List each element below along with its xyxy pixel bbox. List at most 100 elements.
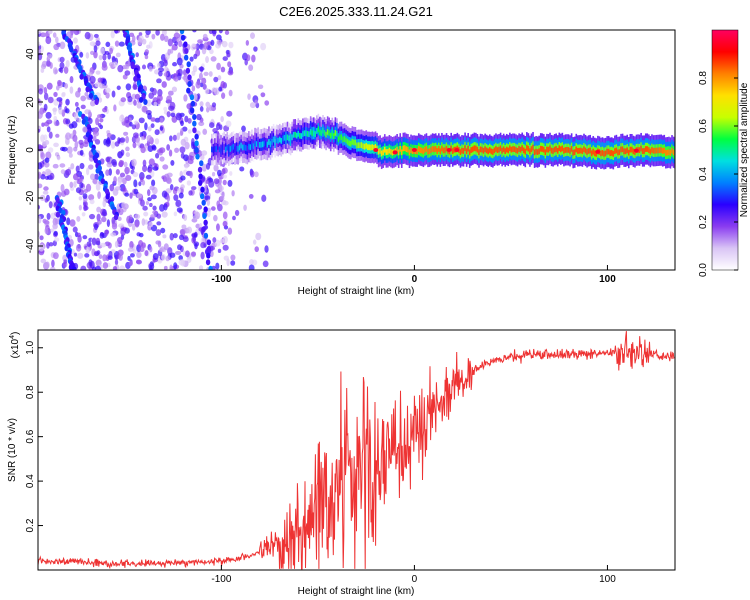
ridge-cell xyxy=(232,143,235,150)
heatmap-cell xyxy=(221,168,226,175)
ridge-cell xyxy=(312,130,315,136)
heatmap-streak-cell xyxy=(195,153,200,160)
heatmap-cell xyxy=(130,253,135,258)
heatmap-cell xyxy=(55,85,60,91)
heatmap-streak-cell xyxy=(105,193,110,200)
heatmap-cell xyxy=(110,232,117,237)
heatmap-cell xyxy=(163,203,168,211)
heatmap-cell xyxy=(204,88,210,95)
ridge-cell xyxy=(288,135,290,142)
heatmap-cell xyxy=(43,121,50,127)
heatmap-cell xyxy=(60,184,65,193)
heatmap-cell xyxy=(243,204,247,211)
heatmap-cell xyxy=(38,230,41,238)
ridge-cell xyxy=(660,147,663,153)
ridge-cell xyxy=(609,150,612,157)
heatmap-cell xyxy=(52,223,58,230)
heatmap-cell xyxy=(220,115,224,123)
ridge-cell xyxy=(490,148,493,155)
heatmap-cell xyxy=(75,90,81,98)
ridge-cell xyxy=(346,139,349,145)
heatmap-cell xyxy=(191,85,196,92)
heatmap-cell xyxy=(186,180,192,186)
heatmap-cell xyxy=(125,146,130,152)
heatmap-cell xyxy=(40,68,45,74)
heatmap-cell xyxy=(231,190,235,197)
heatmap-cell xyxy=(142,164,148,173)
heatmap-cell xyxy=(81,212,86,217)
heatmap-cell xyxy=(96,213,101,222)
ridge-cell xyxy=(476,146,479,153)
heatmap-cell xyxy=(202,33,208,40)
top-y-tick-label: -20 xyxy=(25,190,36,205)
heatmap-cell xyxy=(216,223,220,232)
heatmap-cell xyxy=(213,87,220,96)
ridge-cell xyxy=(377,148,380,155)
heatmap-cell xyxy=(260,92,266,98)
heatmap-cell xyxy=(241,125,246,133)
ridge-cell xyxy=(604,150,607,157)
heatmap-cell xyxy=(125,152,131,158)
ridge-cell xyxy=(573,149,576,156)
heatmap-scatter xyxy=(38,23,270,270)
heatmap-cell xyxy=(102,107,108,113)
ridge-cell xyxy=(527,145,530,152)
heatmap-streak-cell xyxy=(194,147,199,153)
heatmap-cell xyxy=(53,142,59,148)
ridge-cell xyxy=(427,148,429,155)
top-y-ticks: -40 -20 0 20 40 xyxy=(25,48,43,253)
heatmap-cell xyxy=(196,113,202,121)
heatmap-cell xyxy=(229,171,233,176)
heatmap-cell xyxy=(137,37,143,46)
ridge-cell xyxy=(362,143,364,150)
heatmap-cell xyxy=(224,30,230,35)
heatmap-cell xyxy=(65,118,71,125)
heatmap-cell xyxy=(154,138,160,145)
heatmap-streak-cell xyxy=(179,30,185,35)
ridge-cell xyxy=(292,131,295,138)
ridge-cell xyxy=(583,146,585,153)
ridge-cell xyxy=(223,144,225,150)
heatmap-streak-cell xyxy=(184,48,189,54)
heatmap-cell xyxy=(97,191,101,199)
ridge-cell xyxy=(373,144,375,151)
heatmap-streak-cell xyxy=(183,41,188,48)
heatmap-cell xyxy=(136,102,142,109)
heatmap-cell xyxy=(216,62,221,71)
heatmap-cell xyxy=(217,75,222,81)
ridge-cell xyxy=(229,146,232,152)
heatmap-cell xyxy=(66,146,73,154)
ridge-cell xyxy=(263,140,266,147)
heatmap-cell xyxy=(131,158,137,167)
heatmap-cell xyxy=(208,104,213,112)
heatmap-streak-cell xyxy=(93,157,99,164)
heatmap-cell xyxy=(211,102,217,108)
heatmap-cell xyxy=(65,132,72,140)
heatmap-cell xyxy=(176,207,183,213)
heatmap-cell xyxy=(201,163,207,172)
heatmap-cell xyxy=(192,30,197,33)
heatmap-cell xyxy=(40,258,47,264)
heatmap-cell xyxy=(52,252,59,260)
heatmap-cell xyxy=(135,52,139,58)
heatmap-streak-cell xyxy=(198,173,203,180)
heatmap-cell xyxy=(142,205,148,211)
heatmap-streak-cell xyxy=(192,114,197,120)
ridge-cell xyxy=(343,136,346,142)
ridge-cell xyxy=(589,147,591,154)
top-y-tick-label: -40 xyxy=(25,238,36,253)
ridge-cell xyxy=(529,148,531,155)
ridge-cell xyxy=(488,147,491,153)
heatmap-cell xyxy=(120,227,126,236)
ridge-cell xyxy=(350,140,352,147)
ridge-cell xyxy=(316,128,318,134)
ridge-cell xyxy=(289,136,292,143)
heatmap-cell xyxy=(96,250,101,255)
colorbar-gradient xyxy=(711,29,739,271)
ridge-cell xyxy=(320,130,323,137)
heatmap-cell xyxy=(114,30,119,34)
heatmap-cell xyxy=(175,112,182,121)
ridge-cell xyxy=(297,131,300,137)
heatmap-streak-cell xyxy=(200,186,205,193)
heatmap-streak-cell xyxy=(123,23,127,29)
